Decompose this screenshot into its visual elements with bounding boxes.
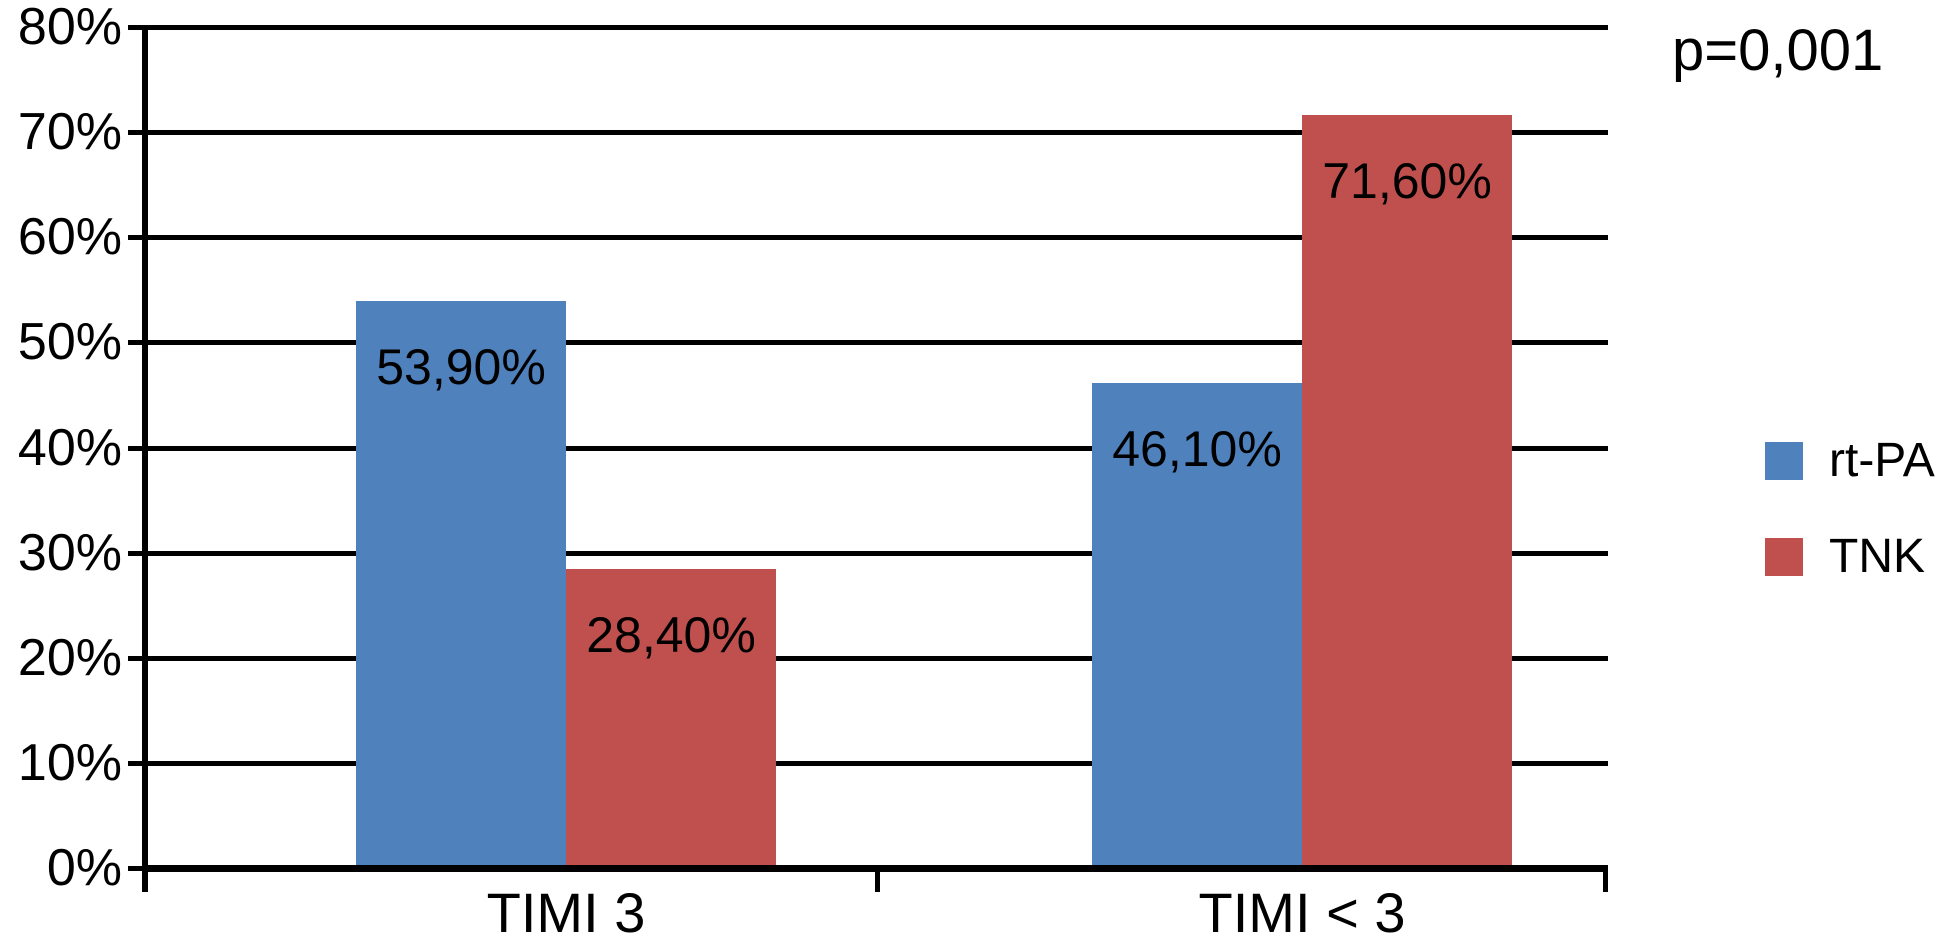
legend-swatch-rt-pa [1765, 442, 1803, 480]
y-tick-label: 70% [17, 103, 122, 162]
bar-rt-PA-TIMI < 3: 46,10% [1092, 383, 1302, 868]
y-tick-label: 0% [46, 839, 122, 897]
y-axis-line [142, 27, 148, 892]
x-axis-line [142, 865, 1608, 872]
y-axis-tick-30% [128, 550, 145, 556]
y-tick-label: 30% [17, 523, 122, 582]
bar-value-label-rt-PA-TIMI < 3: 46,10% [1112, 421, 1282, 478]
y-axis-tick-70% [128, 130, 145, 136]
legend-label-rt-pa: rt-PA [1829, 434, 1935, 487]
y-tick-label: 20% [17, 628, 122, 687]
gridline-50% [145, 340, 1608, 346]
y-tick-label: 50% [17, 313, 122, 372]
p-value-annotation: p=0,001 [1672, 18, 1884, 83]
gridline-10% [145, 760, 1608, 766]
bar-value-label-TNK-TIMI 3: 28,40% [586, 607, 756, 664]
y-tick-label: 80% [17, 0, 122, 56]
gridline-60% [145, 235, 1608, 241]
legend-item-rt-pa: rt-PA [1765, 436, 1935, 486]
y-axis-tick-50% [128, 340, 145, 346]
bar-value-label-rt-PA-TIMI 3: 53,90% [376, 339, 546, 396]
legend-item-tnk: TNK [1765, 532, 1925, 582]
category-label-TIMI 3: TIMI 3 [486, 881, 646, 944]
bar-rt-PA-TIMI 3: 53,90% [356, 301, 566, 868]
y-axis-tick-40% [128, 445, 145, 451]
gridline-40% [145, 445, 1608, 451]
x-axis-tick-middle [875, 868, 880, 892]
gridline-30% [145, 550, 1608, 556]
y-tick-label: 60% [17, 208, 122, 267]
y-axis-tick-0% [128, 866, 145, 871]
gridline-80% [145, 25, 1608, 30]
x-axis-tick-right [1603, 868, 1608, 892]
bar-TNK-TIMI < 3: 71,60% [1302, 115, 1512, 868]
gridline-70% [145, 130, 1608, 136]
y-axis-tick-20% [128, 655, 145, 661]
gridline-20% [145, 655, 1608, 661]
y-tick-label: 40% [17, 418, 122, 477]
bar-value-label-TNK-TIMI < 3: 71,60% [1322, 153, 1492, 210]
bar-TNK-TIMI 3: 28,40% [566, 569, 776, 868]
legend-swatch-tnk [1765, 538, 1803, 576]
category-label-TIMI < 3: TIMI < 3 [1198, 881, 1406, 944]
y-axis-tick-10% [128, 760, 145, 766]
legend-label-tnk: TNK [1829, 530, 1925, 583]
y-axis-tick-60% [128, 235, 145, 241]
y-tick-label: 10% [17, 733, 122, 792]
y-axis-tick-80% [128, 25, 145, 30]
